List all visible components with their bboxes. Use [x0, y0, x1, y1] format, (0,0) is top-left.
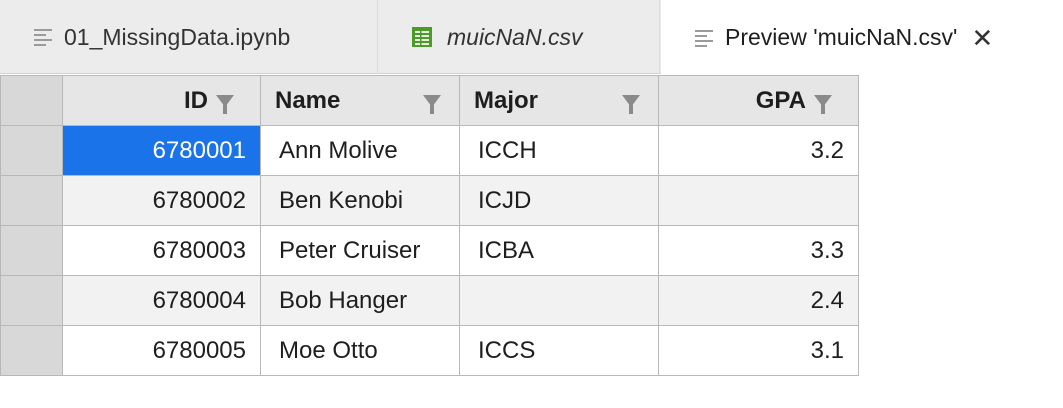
cell-major[interactable] [459, 275, 659, 326]
cell-id[interactable]: 6780002 [62, 175, 261, 226]
filter-icon[interactable] [814, 94, 832, 114]
tab-preview[interactable]: Preview 'muicNaN.csv' ✕ [661, 0, 1063, 75]
column-header-label: Major [474, 86, 539, 114]
table-row: 6780001 Ann Molive ICCH 3.2 [0, 125, 859, 176]
document-lines-icon [695, 29, 713, 47]
close-icon[interactable]: ✕ [971, 22, 994, 53]
column-header-label: Name [275, 86, 341, 114]
cell-major[interactable]: ICBA [459, 225, 659, 276]
cell-gpa[interactable] [658, 175, 859, 226]
tab-label: muicNaN.csv [447, 23, 583, 50]
column-header-label: ID [184, 86, 208, 114]
column-header-name[interactable]: Name [260, 75, 460, 126]
cell-gpa[interactable]: 2.4 [658, 275, 859, 326]
cell-id[interactable]: 6780003 [62, 225, 261, 276]
row-header[interactable] [0, 275, 63, 326]
cell-name[interactable]: Ben Kenobi [260, 175, 460, 226]
table-row: 6780002 Ben Kenobi ICJD [0, 175, 859, 226]
tab-bar: 01_MissingData.ipynb muicNaN.csv Preview… [0, 0, 1063, 75]
filter-icon[interactable] [622, 94, 640, 114]
cell-id[interactable]: 6780004 [62, 275, 261, 326]
corner-cell[interactable] [0, 75, 63, 126]
cell-gpa[interactable]: 3.2 [658, 125, 859, 176]
column-header-major[interactable]: Major [459, 75, 659, 126]
tab-label: Preview 'muicNaN.csv' [725, 24, 958, 50]
column-header-label: GPA [755, 86, 806, 114]
cell-major[interactable]: ICCH [459, 125, 659, 176]
row-header[interactable] [0, 175, 63, 226]
row-header[interactable] [0, 325, 63, 376]
cell-major[interactable]: ICJD [459, 175, 659, 226]
cell-name[interactable]: Moe Otto [260, 325, 460, 376]
row-header[interactable] [0, 125, 63, 176]
cell-major[interactable]: ICCS [459, 325, 659, 376]
data-table: ID Name Major GPA 6780001 Ann Molive ICC… [0, 75, 859, 376]
table-row: 6780004 Bob Hanger 2.4 [0, 275, 859, 326]
cell-name[interactable]: Bob Hanger [260, 275, 460, 326]
cell-name[interactable]: Ann Molive [260, 125, 460, 176]
cell-gpa[interactable]: 3.1 [658, 325, 859, 376]
tab-csv[interactable]: muicNaN.csv [379, 0, 660, 74]
csv-grid-icon [412, 27, 432, 47]
filter-icon[interactable] [423, 94, 441, 114]
table-row: 6780005 Moe Otto ICCS 3.1 [0, 325, 859, 376]
cell-name[interactable]: Peter Cruiser [260, 225, 460, 276]
cell-id[interactable]: 6780001 [62, 125, 261, 176]
column-header-gpa[interactable]: GPA [658, 75, 859, 126]
cell-gpa[interactable]: 3.3 [658, 225, 859, 276]
column-header-id[interactable]: ID [62, 75, 261, 126]
filter-icon[interactable] [216, 94, 234, 114]
table-row: 6780003 Peter Cruiser ICBA 3.3 [0, 225, 859, 276]
notebook-lines-icon [34, 28, 52, 46]
tab-label: 01_MissingData.ipynb [64, 23, 291, 50]
row-header[interactable] [0, 225, 63, 276]
header-row: ID Name Major GPA [0, 75, 859, 126]
tab-notebook[interactable]: 01_MissingData.ipynb [0, 0, 378, 74]
cell-id[interactable]: 6780005 [62, 325, 261, 376]
